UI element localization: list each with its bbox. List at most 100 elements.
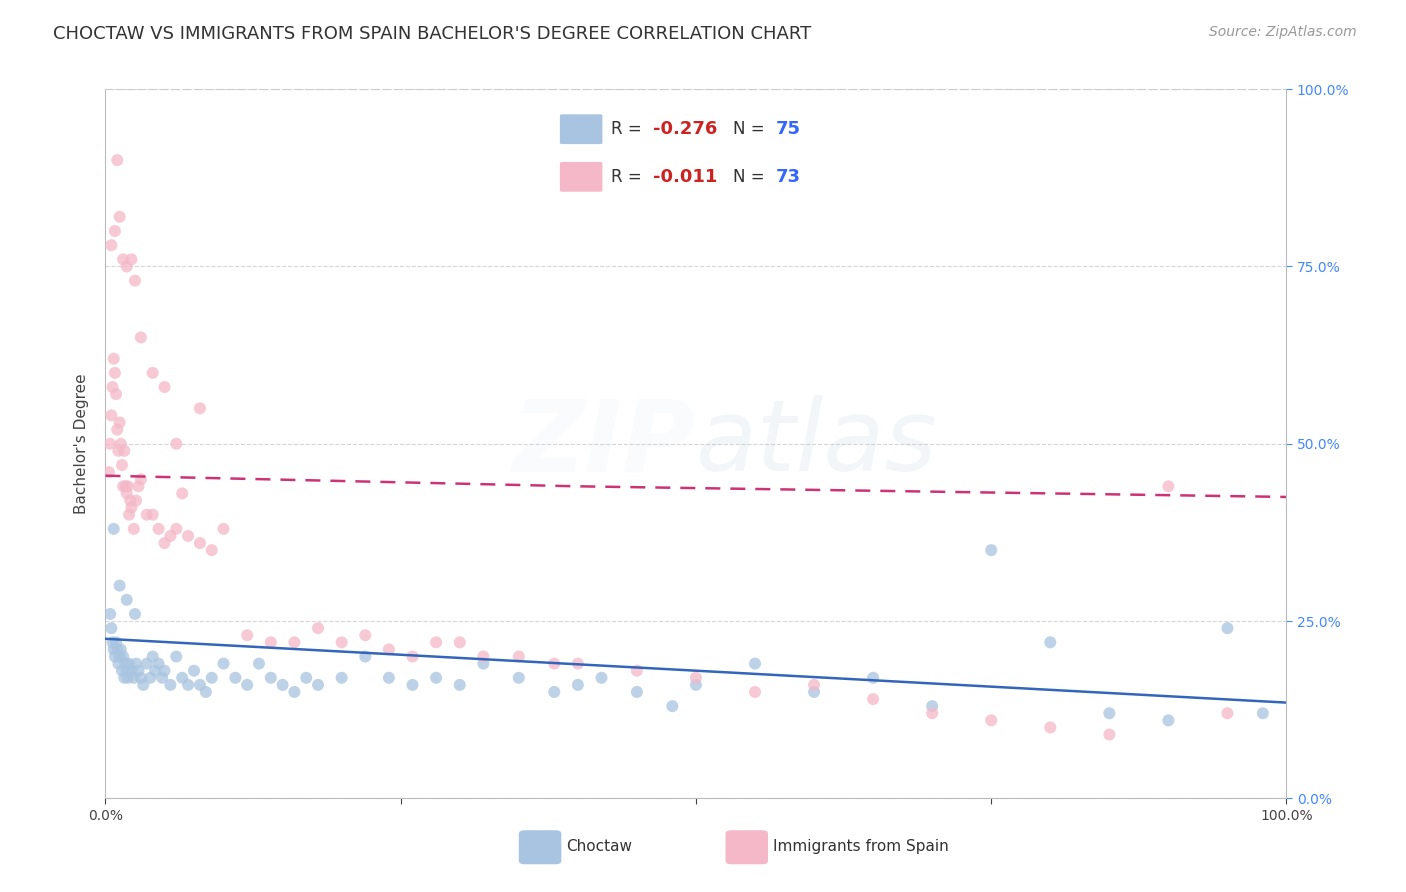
Point xyxy=(508,671,530,685)
Point xyxy=(112,443,135,458)
Point xyxy=(128,664,150,678)
Point xyxy=(148,522,170,536)
Point xyxy=(105,387,128,401)
Point xyxy=(472,657,495,671)
FancyBboxPatch shape xyxy=(519,830,561,864)
Point xyxy=(108,579,131,593)
Point xyxy=(921,706,943,721)
Point xyxy=(112,649,135,664)
Point xyxy=(132,678,155,692)
Point xyxy=(283,685,305,699)
Text: Source: ZipAtlas.com: Source: ZipAtlas.com xyxy=(1209,25,1357,39)
Point xyxy=(117,479,139,493)
Point xyxy=(401,678,423,692)
Point xyxy=(101,635,124,649)
Point xyxy=(115,260,138,274)
Point xyxy=(172,671,194,685)
Point xyxy=(472,649,495,664)
Point xyxy=(330,671,353,685)
Point xyxy=(105,153,128,167)
Point xyxy=(135,508,157,522)
Point xyxy=(103,642,125,657)
Point xyxy=(188,401,211,416)
Point xyxy=(567,678,589,692)
Text: ZIP: ZIP xyxy=(513,395,696,492)
Y-axis label: Bachelor's Degree: Bachelor's Degree xyxy=(75,374,90,514)
Point xyxy=(425,671,447,685)
Point xyxy=(172,486,194,500)
Point xyxy=(124,607,146,621)
Point xyxy=(1216,706,1239,721)
Point xyxy=(120,664,142,678)
Point xyxy=(508,649,530,664)
Point xyxy=(110,436,132,450)
Point xyxy=(148,657,170,671)
Point xyxy=(260,671,283,685)
Point xyxy=(98,607,121,621)
Point xyxy=(122,671,145,685)
Point xyxy=(112,671,135,685)
Point xyxy=(260,635,283,649)
Point xyxy=(142,366,165,380)
Point xyxy=(1098,727,1121,741)
Point xyxy=(307,621,329,635)
Point xyxy=(449,635,471,649)
Point xyxy=(117,671,139,685)
Text: Immigrants from Spain: Immigrants from Spain xyxy=(773,839,949,854)
Point xyxy=(212,657,235,671)
Point xyxy=(165,436,187,450)
Point xyxy=(1157,714,1180,728)
Point xyxy=(236,628,259,642)
Point xyxy=(153,380,176,394)
Point xyxy=(108,649,131,664)
Point xyxy=(112,252,135,267)
Point xyxy=(212,522,235,536)
Point xyxy=(1157,479,1180,493)
Point xyxy=(120,493,142,508)
Point xyxy=(115,664,138,678)
Point xyxy=(114,657,136,671)
Point xyxy=(201,671,224,685)
Point xyxy=(159,678,181,692)
Point xyxy=(980,714,1002,728)
Point xyxy=(111,458,134,472)
Point xyxy=(591,671,613,685)
Text: CHOCTAW VS IMMIGRANTS FROM SPAIN BACHELOR'S DEGREE CORRELATION CHART: CHOCTAW VS IMMIGRANTS FROM SPAIN BACHELO… xyxy=(53,25,811,43)
Point xyxy=(177,529,200,543)
Point xyxy=(921,699,943,714)
Point xyxy=(103,522,125,536)
Point xyxy=(125,493,148,508)
Point xyxy=(188,678,211,692)
Point xyxy=(159,529,181,543)
Point xyxy=(118,508,141,522)
Point xyxy=(183,664,205,678)
Point xyxy=(100,238,122,252)
Point xyxy=(744,657,766,671)
Point xyxy=(120,252,142,267)
Point xyxy=(1039,721,1062,735)
Point xyxy=(224,671,246,685)
Point xyxy=(143,664,166,678)
Point xyxy=(201,543,224,558)
FancyBboxPatch shape xyxy=(725,830,768,864)
Point xyxy=(177,678,200,692)
Point xyxy=(111,664,134,678)
Point xyxy=(449,678,471,692)
Point xyxy=(114,479,136,493)
Point xyxy=(862,671,884,685)
Point xyxy=(124,274,146,288)
Point xyxy=(283,635,305,649)
Point xyxy=(139,671,162,685)
Point xyxy=(122,522,145,536)
Point xyxy=(378,671,401,685)
Point xyxy=(129,671,152,685)
Point xyxy=(236,678,259,692)
Point xyxy=(194,685,217,699)
Point xyxy=(150,671,173,685)
Point xyxy=(153,536,176,550)
Point xyxy=(112,479,135,493)
Point xyxy=(543,685,565,699)
Point xyxy=(165,649,187,664)
Point xyxy=(165,522,187,536)
Point xyxy=(626,664,648,678)
